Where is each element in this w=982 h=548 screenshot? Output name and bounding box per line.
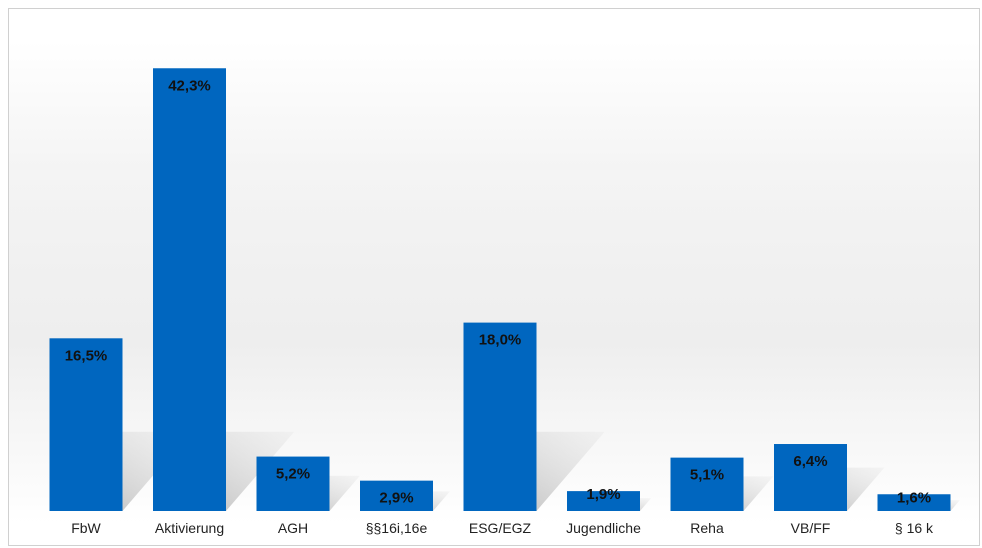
value-label-9: 1,6% [897, 489, 931, 506]
bar-9 [877, 494, 951, 511]
x-tick-label-9: § 16 k [895, 520, 934, 536]
value-label-3: 5,2% [276, 466, 310, 483]
x-tick-label-7: Reha [690, 520, 724, 536]
bar-1 [49, 338, 123, 511]
x-tick-label-5: ESG/EGZ [469, 520, 532, 536]
value-label-7: 5,1% [690, 467, 724, 484]
x-tick-label-8: VB/FF [791, 520, 831, 536]
bar-2 [153, 68, 226, 511]
value-label-6: 1,9% [586, 486, 620, 503]
bars [49, 68, 951, 511]
bar-5 [463, 322, 537, 511]
x-tick-label-1: FbW [71, 520, 101, 536]
bar-8 [774, 444, 847, 511]
bar-6 [567, 491, 640, 511]
x-tick-label-3: AGH [278, 520, 308, 536]
chart-frame: 16,5% 42,3% 5,2% 2,9% 18,0% 1,9% 5,1% 6,4% 1,6% … [8, 8, 980, 546]
bar-4 [360, 480, 433, 511]
value-label-2: 42,3% [168, 77, 211, 94]
bar-3 [256, 456, 330, 511]
x-tick-label-4: §§16i,16e [366, 520, 428, 536]
value-labels: 16,5% 42,3% 5,2% 2,9% 18,0% 1,9% 5,1% 6,4% 1,6% [65, 77, 931, 506]
x-tick-labels: FbW Aktivierung AGH §§16i,16e ESG/EGZ Jugendl… [71, 520, 934, 536]
bar-7 [670, 457, 744, 511]
value-label-8: 6,4% [793, 453, 827, 470]
x-tick-label-6: Jugendliche [566, 520, 641, 536]
value-label-4: 2,9% [379, 490, 413, 507]
bar-chart: 16,5%42,3%5,2%2,9%18,0%1,9%5,1%6,4%1,6% … [49, 68, 960, 536]
value-label-5: 18,0% [479, 332, 522, 349]
x-tick-label-2: Aktivierung [155, 520, 224, 536]
value-label-1: 16,5% [65, 347, 108, 364]
